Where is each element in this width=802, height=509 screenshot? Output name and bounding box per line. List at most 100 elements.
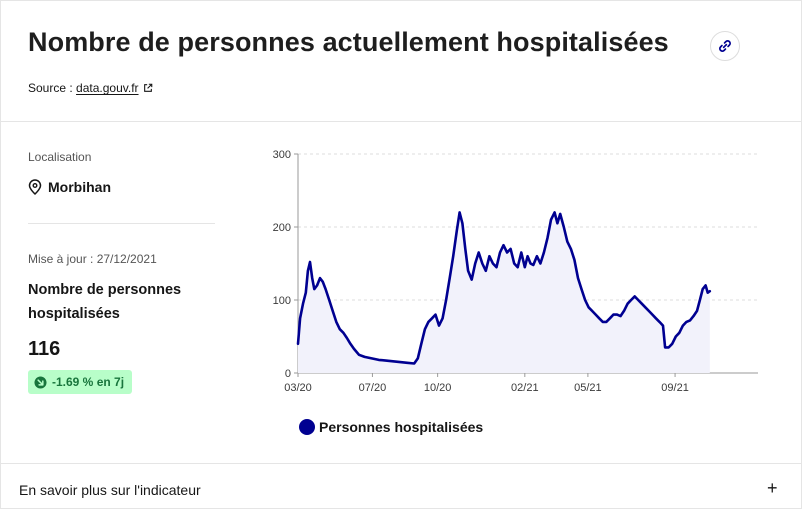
- card-header: Nombre de personnes actuellement hospita…: [1, 1, 801, 122]
- data-point: [689, 319, 691, 321]
- data-point: [309, 261, 311, 263]
- data-point: [417, 357, 419, 359]
- more-info-accordion[interactable]: En savoir plus sur l'indicateur +: [1, 463, 801, 509]
- data-point: [485, 270, 487, 272]
- data-point: [550, 219, 552, 221]
- data-point: [413, 362, 415, 365]
- data-point: [305, 292, 307, 294]
- data-point: [467, 270, 469, 272]
- data-point: [580, 288, 583, 290]
- data-point: [605, 321, 607, 323]
- data-point: [499, 251, 501, 254]
- hospitalisation-chart: 0 100 200 300 03/20 07/20 10/20 02/21 05/21 09/2…: [273, 149, 758, 394]
- data-point: [316, 284, 318, 286]
- data-point: [385, 360, 387, 362]
- location-name: Morbihan: [48, 179, 111, 195]
- y-tick-label: 0: [285, 368, 291, 380]
- data-point: [488, 255, 490, 257]
- data-point: [527, 255, 529, 257]
- data-point: [532, 264, 534, 266]
- data-point: [335, 321, 337, 323]
- data-point: [307, 270, 309, 272]
- data-point: [609, 317, 611, 319]
- data-point: [364, 356, 366, 358]
- data-point: [536, 255, 538, 257]
- data-point: [322, 281, 324, 283]
- y-axis: 0 100 200 300: [273, 149, 299, 380]
- source-line: Source : data.gouv.fr: [28, 81, 153, 95]
- data-point: [445, 299, 447, 301]
- data-point: [506, 251, 508, 254]
- data-point: [602, 321, 604, 323]
- data-point: [696, 310, 698, 312]
- data-point: [299, 317, 301, 319]
- external-link-icon: [143, 83, 152, 92]
- data-point: [406, 362, 408, 364]
- map-pin-icon: [28, 179, 42, 195]
- chart-legend: Personnes hospitalisées: [299, 419, 483, 435]
- link-icon: [719, 40, 731, 52]
- data-point: [424, 328, 426, 330]
- data-point: [671, 343, 673, 345]
- series-line: [296, 211, 712, 365]
- x-tick-label: 03/20: [284, 382, 312, 394]
- data-point: [559, 213, 561, 215]
- data-point: [346, 337, 348, 339]
- data-point: [668, 346, 670, 348]
- data-point: [529, 262, 532, 265]
- data-point: [556, 222, 558, 224]
- data-point: [474, 262, 476, 265]
- data-point: [595, 314, 597, 316]
- data-point: [554, 211, 556, 213]
- data-point: [431, 317, 433, 319]
- data-point: [627, 303, 629, 305]
- data-point: [427, 321, 429, 323]
- data-point: [434, 314, 437, 316]
- data-point: [452, 255, 454, 257]
- data-point: [332, 310, 334, 312]
- x-tick-label: 07/20: [359, 382, 387, 394]
- data-point: [471, 279, 473, 281]
- data-point: [678, 332, 680, 334]
- down-arrow-circle-icon: [34, 375, 47, 389]
- source-link-text: data.gouv.fr: [76, 81, 139, 95]
- data-point: [619, 315, 622, 317]
- copy-link-button[interactable]: [710, 31, 740, 61]
- divider: [28, 223, 215, 224]
- legend-label: Personnes hospitalisées: [319, 419, 484, 435]
- data-point: [577, 277, 579, 279]
- data-point: [584, 299, 586, 301]
- y-tick-label: 300: [273, 149, 291, 161]
- data-point: [449, 277, 451, 279]
- series-points: [297, 211, 711, 365]
- location-label: Localisation: [28, 150, 92, 164]
- series-area: [298, 212, 710, 373]
- update-date: Mise à jour : 27/12/2021: [28, 252, 157, 266]
- data-point: [461, 222, 463, 224]
- source-link[interactable]: data.gouv.fr: [76, 81, 152, 95]
- data-point: [566, 241, 568, 243]
- data-point: [598, 317, 600, 319]
- data-point: [546, 237, 549, 239]
- data-point: [371, 357, 373, 359]
- data-point: [658, 321, 661, 323]
- data-point: [502, 244, 505, 246]
- data-point: [616, 314, 618, 316]
- data-point: [513, 262, 515, 265]
- data-point: [339, 328, 341, 330]
- data-point: [342, 332, 344, 334]
- more-info-label: En savoir plus sur l'indicateur: [19, 482, 201, 498]
- data-point: [692, 315, 695, 317]
- source-label: Source :: [28, 81, 73, 95]
- data-point: [648, 310, 650, 312]
- data-point: [699, 299, 701, 301]
- data-point: [573, 259, 575, 261]
- data-point: [630, 299, 632, 301]
- data-point: [655, 317, 657, 319]
- data-point: [492, 262, 494, 265]
- data-point: [464, 248, 466, 250]
- data-point: [675, 335, 677, 338]
- data-point: [297, 343, 299, 345]
- data-point: [685, 321, 687, 323]
- data-point: [612, 314, 614, 316]
